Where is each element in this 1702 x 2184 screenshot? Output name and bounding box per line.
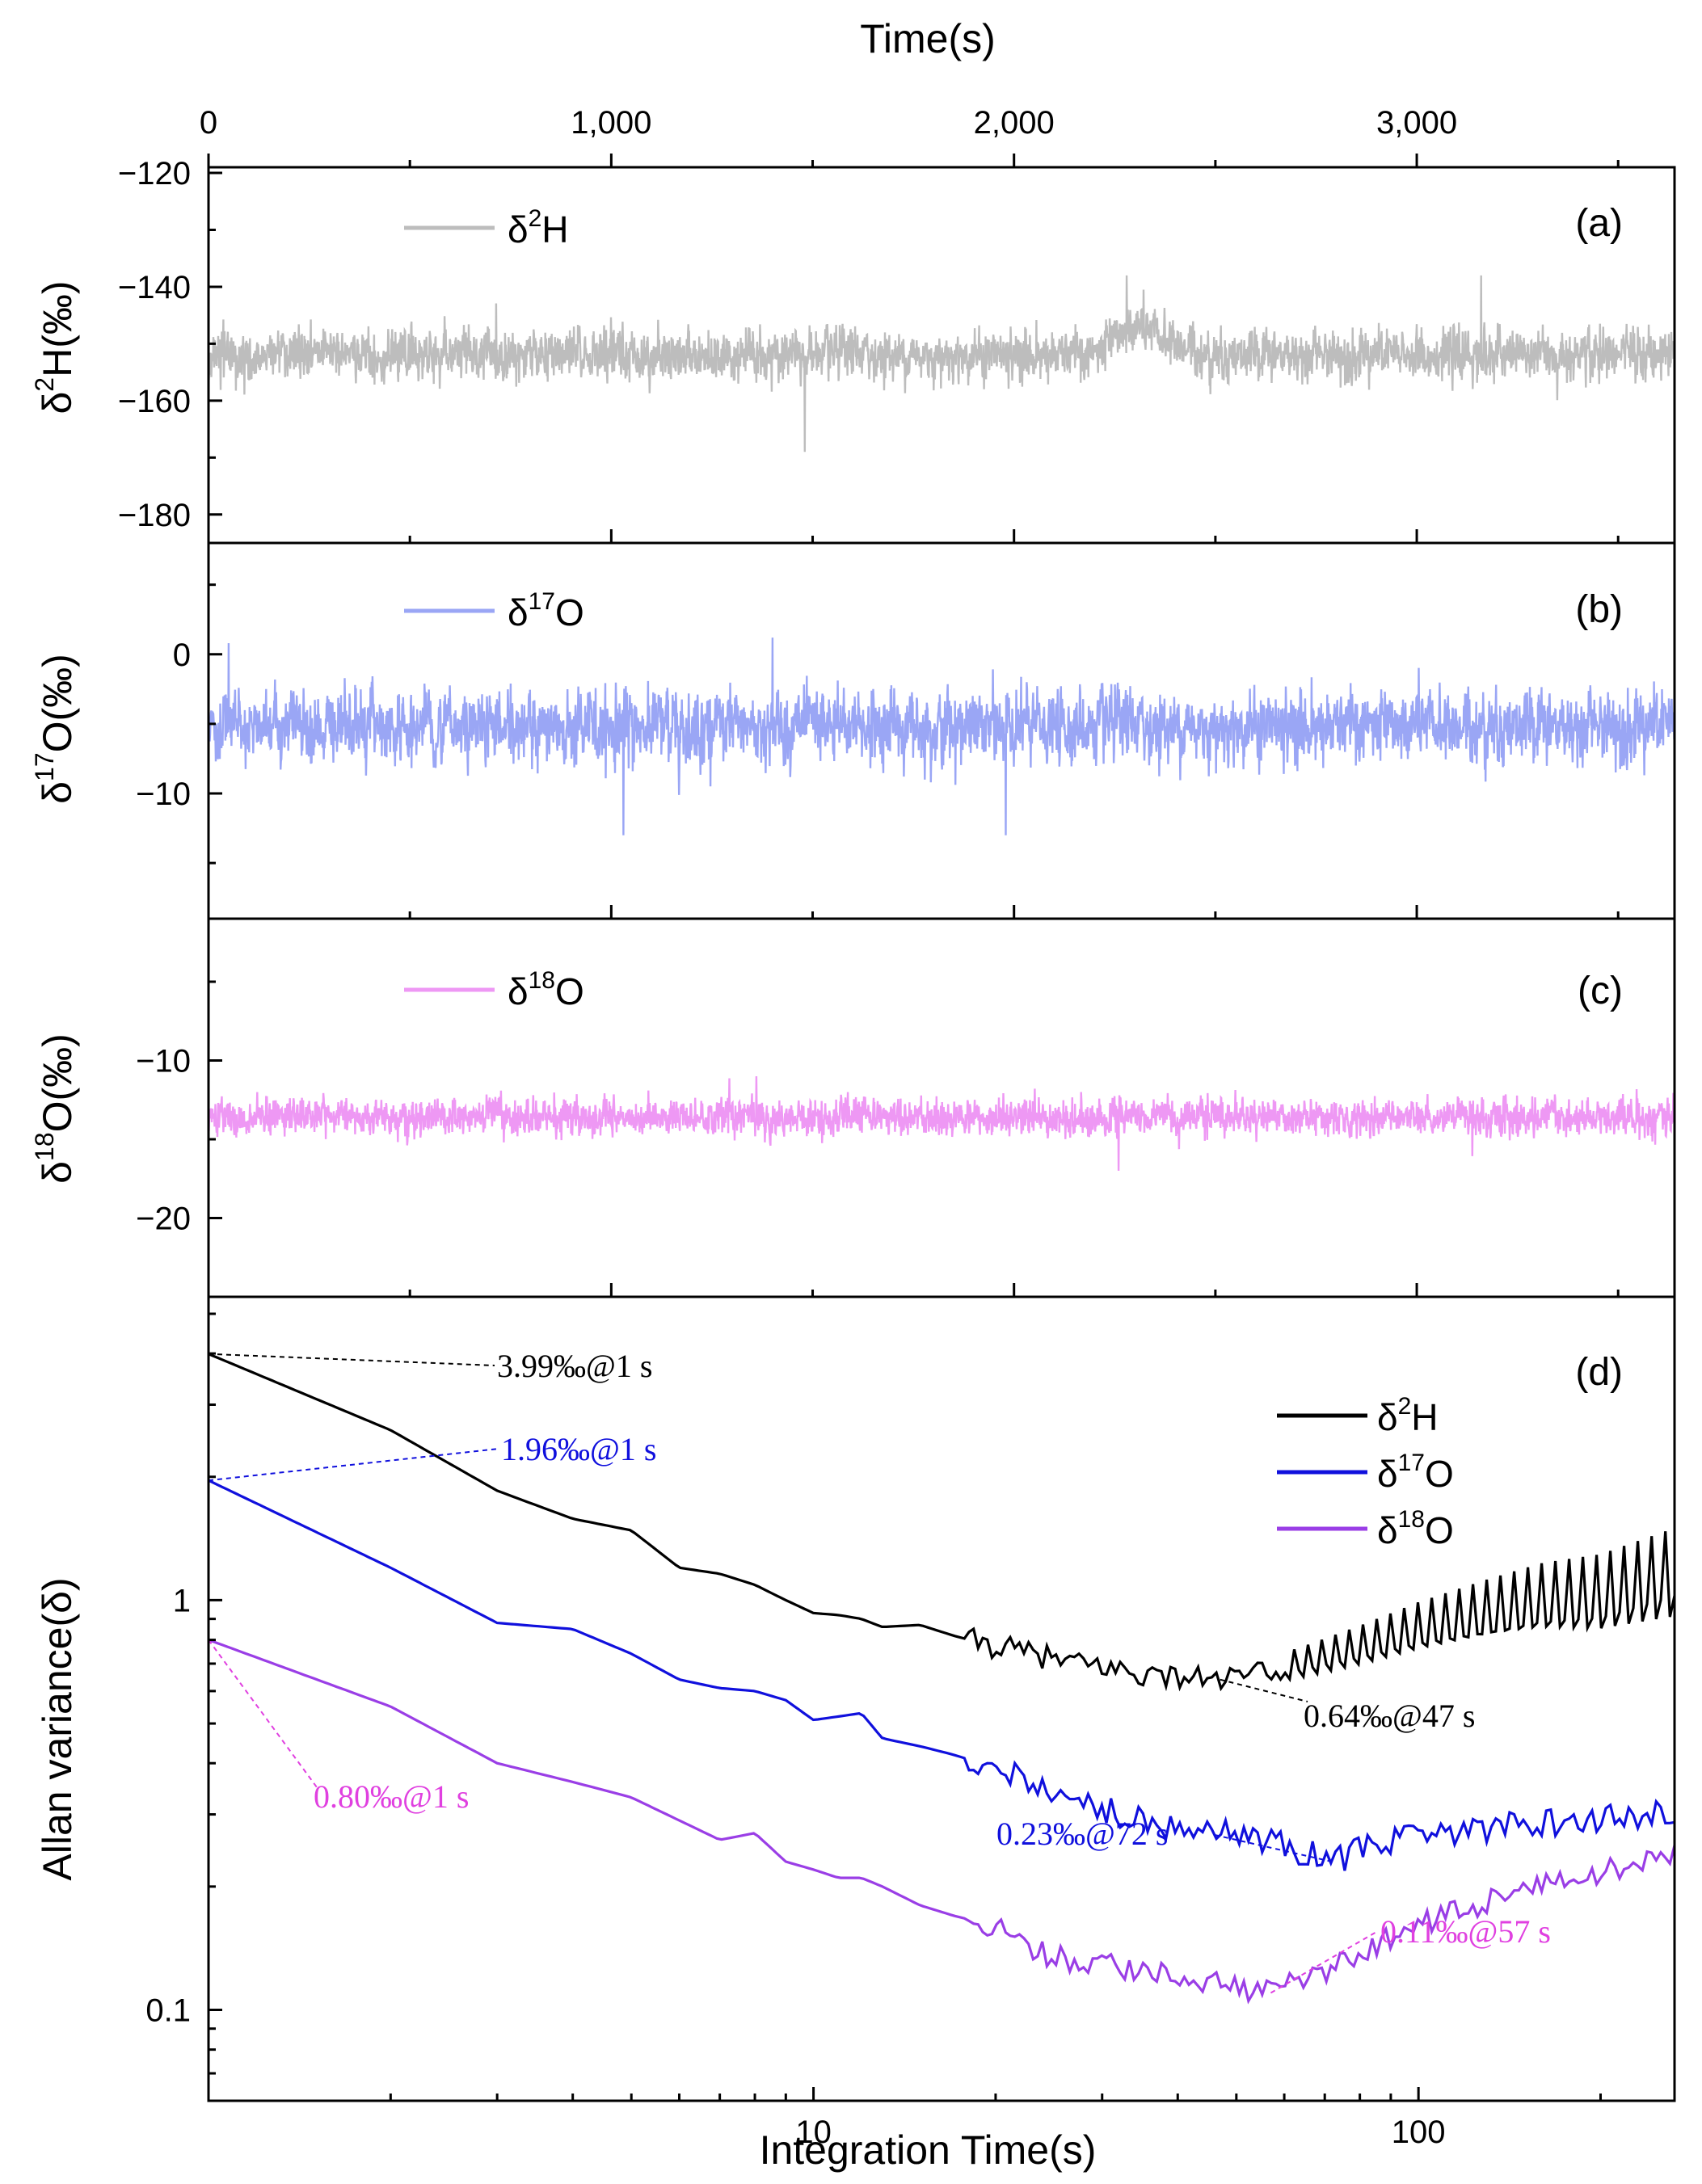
xtick-label-d: 10 [795,2115,832,2150]
ylabel-a-base: δ [35,392,80,414]
top-tick-label: 0 [200,105,217,141]
xtick-label-d: 100 [1392,2115,1446,2150]
allan-line-2 [208,1639,1676,2005]
top-axis-ticks: 0 1,000 2,000 3,000 [200,105,1620,167]
legend-b-base: δ [508,591,529,633]
svg-text:δ17O: δ17O [1377,1450,1454,1495]
annotation-leader [208,1353,495,1366]
annotation-d2h-1s: 3.99‰@1 s [497,1348,652,1384]
top-tick-label: 3,000 [1376,105,1457,141]
ylabel-a: δ2H(‰) [30,280,80,414]
ytick-label-d2H: −160 [118,384,191,419]
series-line-d18O [207,1075,1676,1172]
top-axis-title: Time(s) [860,16,996,61]
ylabel-b-rest: O(‰) [35,654,80,752]
panel-frame-3 [207,1295,1676,2102]
ylabel-b-base: δ [35,781,80,804]
legend-b-sup: 17 [529,588,555,615]
ylabel-c-rest: O(‰) [35,1033,80,1132]
panel-label-b: (b) [1575,588,1623,631]
top-tick-label: 1,000 [571,105,651,141]
svg-text:δ2H: δ2H [1377,1393,1439,1438]
ylabel-c-base: δ [35,1161,80,1184]
svg-text:δ17O: δ17O [508,588,584,633]
xlabel-d: Integration Time(s) [760,2127,1097,2173]
annotation-leader [208,1639,318,1788]
legend-a-rest: H [541,208,568,250]
annotation-leader [1214,1834,1333,1863]
allan-line-0 [208,1353,1676,1692]
ytick-label-d17O: 0 [173,638,191,673]
legend-c-sup: 18 [529,967,555,994]
ytick-label-d18O: −20 [136,1201,191,1237]
legend-a-base: δ [508,208,529,250]
annotation-leader [208,1448,499,1482]
annotation-leader [1270,1930,1379,1994]
legend-d-0-base: δ [1377,1396,1398,1438]
ytick-label-d: 1 [173,1583,191,1618]
panel-label-a: (a) [1575,202,1623,245]
legend-d-1-base: δ [1377,1453,1398,1495]
top-tick-label: 2,000 [974,105,1055,141]
panel-label-c: (c) [1578,970,1623,1012]
svg-text:δ18O: δ18O [508,967,584,1012]
ylabel-c: δ18O(‰) [30,1033,80,1184]
allan-line-1 [208,1479,1675,1871]
ylabel-d: Allan variance(δ) [35,1577,80,1880]
ylabel-c-sup: 18 [30,1132,59,1161]
annotation-d17o-72s: 0.23‰@72 s [996,1816,1168,1852]
series-line-d2H [207,275,1676,452]
legend-d-2-base: δ [1377,1509,1398,1551]
annotation-leader [1220,1678,1308,1702]
legend-d-2-sup: 18 [1398,1506,1425,1533]
panel-label-d: (d) [1575,1351,1623,1394]
ylabel-a-rest: H(‰) [35,280,80,377]
svg-text:δ18O: δ18O [1377,1506,1454,1551]
annotation-d18o-1s: 0.80‰@1 s [314,1778,469,1815]
ylabel-b-sup: 17 [30,752,59,781]
legend-a-sup: 2 [529,205,542,232]
legend-b: δ17O [404,588,584,633]
legend-b-rest: O [555,591,584,633]
legend-a: δ2H [404,205,569,250]
legend-c: δ18O [404,967,584,1012]
legend-d-0-sup: 2 [1398,1393,1412,1420]
legend-d-1-rest: O [1425,1453,1454,1495]
legend-d: δ2H δ17O δ18O [1277,1393,1454,1551]
annotation-d2h-47s: 0.64‰@47 s [1304,1698,1475,1734]
legend-d-2-rest: O [1425,1509,1454,1551]
ylabel-b: δ17O(‰) [30,654,80,804]
ytick-label-d2H: −120 [118,156,191,191]
legend-d-1-sup: 17 [1398,1450,1425,1476]
ytick-label-d2H: −140 [118,270,191,305]
annotation-d18o-57s: 0.11‰@57 s [1380,1913,1551,1950]
legend-c-rest: O [555,970,584,1012]
ytick-label-d2H: −180 [118,498,191,533]
legend-d-0-rest: H [1411,1396,1438,1438]
series-line-d17O [207,638,1676,835]
svg-text:δ2H: δ2H [508,205,569,250]
legend-c-base: δ [508,970,529,1012]
ylabel-a-sup: 2 [30,377,59,392]
ytick-label-d18O: −10 [136,1044,191,1079]
ytick-label-d17O: −10 [136,776,191,812]
ytick-label-d: 0.1 [145,1993,191,2029]
annotation-d17o-1s: 1.96‰@1 s [501,1431,656,1467]
